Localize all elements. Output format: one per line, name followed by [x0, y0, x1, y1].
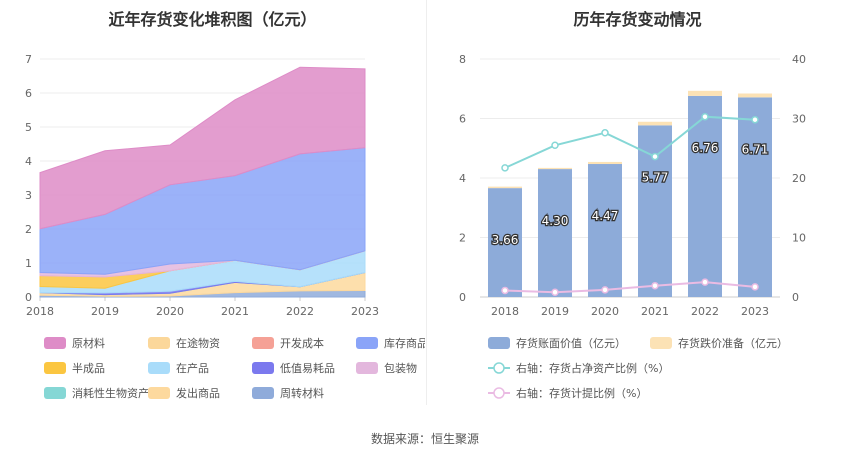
line-point-1 [751, 283, 759, 291]
y-tick-label: 0 [25, 291, 32, 304]
x-tick-label: 2022 [691, 305, 719, 318]
bar-value-label: 6.76 [692, 141, 719, 155]
line-series-1 [504, 281, 756, 294]
x-tick-label: 2021 [641, 305, 669, 318]
legend-label: 右轴：存货占净资产比例（%） [516, 361, 669, 375]
legend-label: 库存商品 [384, 336, 425, 350]
x-tick-label: 2023 [741, 305, 769, 318]
line-point-0 [601, 129, 609, 137]
legend-label: 发出商品 [176, 386, 220, 400]
legend-swatch [148, 387, 170, 399]
legend-label: 半成品 [72, 361, 105, 375]
x-tick-label: 2023 [351, 305, 379, 318]
bar-provision-2020 [588, 161, 622, 165]
x-tick-label: 2020 [156, 305, 184, 318]
x-tick-label: 2020 [591, 305, 619, 318]
bar-book-value-2023 [738, 97, 772, 297]
x-tick-label: 2019 [541, 305, 569, 318]
legend-swatch-provision [650, 337, 672, 349]
right-chart-title: 历年存货变动情况 [573, 10, 702, 29]
y-tick-label: 4 [25, 155, 32, 168]
bar-book-value-2018 [488, 188, 522, 297]
left-chart-title: 近年存货变化堆积图（亿元） [108, 10, 317, 29]
y-left-tick-label: 0 [459, 291, 466, 304]
area-原材料 [39, 66, 366, 230]
line-point-1 [701, 278, 709, 286]
legend-swatch [252, 362, 274, 374]
line-point-1 [651, 281, 659, 290]
line-point-1 [551, 288, 559, 296]
bar-book-value-2019 [538, 169, 572, 297]
bar-value-label: 5.77 [642, 170, 669, 184]
line-point-0 [501, 164, 509, 172]
bar-provision-2018 [488, 186, 522, 189]
data-source: 数据来源：恒生聚源 [370, 432, 479, 446]
bar-provision-2023 [738, 93, 772, 98]
y-left-tick-label: 4 [459, 172, 466, 185]
x-tick-label: 2018 [491, 305, 519, 318]
chart-divider [426, 0, 427, 405]
line-point-0 [751, 115, 759, 124]
legend-label: 原材料 [72, 336, 105, 350]
bar-book-value-2022 [688, 95, 722, 297]
y-left-tick-label: 2 [459, 232, 466, 245]
y-right-tick-label: 10 [792, 232, 806, 245]
legend-label: 在途物资 [176, 336, 220, 350]
y-tick-label: 5 [25, 121, 32, 134]
bar-value-label: 3.66 [492, 233, 519, 247]
legend-swatch [44, 387, 66, 399]
stacked-area-chart: 0 1 2 3 4 5 6 7 2018 2019 2020 2021 2022 2023 原材料 在途物资 开… [25, 53, 425, 400]
line-point-0 [651, 152, 659, 161]
legend-label: 存货账面价值（亿元） [516, 336, 626, 350]
bar-provision-2019 [538, 167, 572, 170]
y-tick-label: 3 [25, 189, 32, 202]
y-right-tick-label: 20 [792, 172, 806, 185]
legend-label: 开发成本 [280, 336, 324, 350]
line-point-1 [501, 286, 509, 295]
y-left-tick-label: 6 [459, 113, 466, 126]
legend-swatch [252, 387, 274, 399]
legend-swatch [148, 337, 170, 349]
bar-value-label: 6.71 [742, 142, 769, 156]
x-tick-label: 2019 [91, 305, 119, 318]
line-point-1 [601, 286, 609, 294]
line-series-0 [504, 115, 756, 169]
legend-swatch [148, 362, 170, 374]
y-left-tick-label: 8 [459, 53, 466, 66]
legend-label: 右轴：存货计提比例（%） [516, 386, 647, 400]
y-tick-label: 1 [25, 257, 32, 270]
bar-value-label: 4.30 [542, 214, 569, 228]
legend-line-marker-0 [493, 362, 505, 374]
legend-swatch [356, 362, 378, 374]
y-tick-label: 6 [25, 87, 32, 100]
legend-swatch [252, 337, 274, 349]
inventory-bar-line-chart: 0 2 4 6 8 0 10 20 30 40 2018 2019 2020 2021 2022 2023 3.… [459, 53, 806, 400]
legend-swatch [356, 337, 378, 349]
x-tick-label: 2021 [221, 305, 249, 318]
line-point-0 [701, 112, 709, 121]
legend-label: 低值易耗品 [280, 362, 335, 375]
y-tick-label: 2 [25, 223, 32, 236]
bar-provision-2022 [688, 90, 722, 96]
legend-label: 在产品 [176, 361, 209, 375]
legend-line-marker-1 [493, 387, 505, 399]
legend-swatch [44, 362, 66, 374]
y-right-tick-label: 0 [792, 291, 799, 304]
y-right-tick-label: 30 [792, 113, 806, 126]
legend-swatch-book-value [488, 337, 510, 349]
bar-book-value-2020 [588, 164, 622, 297]
legend-swatch [44, 337, 66, 349]
y-tick-label: 7 [25, 53, 32, 66]
x-tick-label: 2018 [26, 305, 54, 318]
bar-value-label: 4.47 [592, 209, 619, 223]
legend-label: 周转材料 [280, 386, 324, 400]
x-tick-label: 2022 [286, 305, 314, 318]
legend-label: 包装物 [384, 361, 417, 375]
bar-provision-2021 [638, 121, 672, 126]
line-point-0 [551, 141, 559, 150]
legend-label: 消耗性生物资产 [72, 386, 149, 400]
y-right-tick-label: 40 [792, 53, 806, 66]
legend-label: 存货跌价准备（亿元） [678, 336, 788, 350]
